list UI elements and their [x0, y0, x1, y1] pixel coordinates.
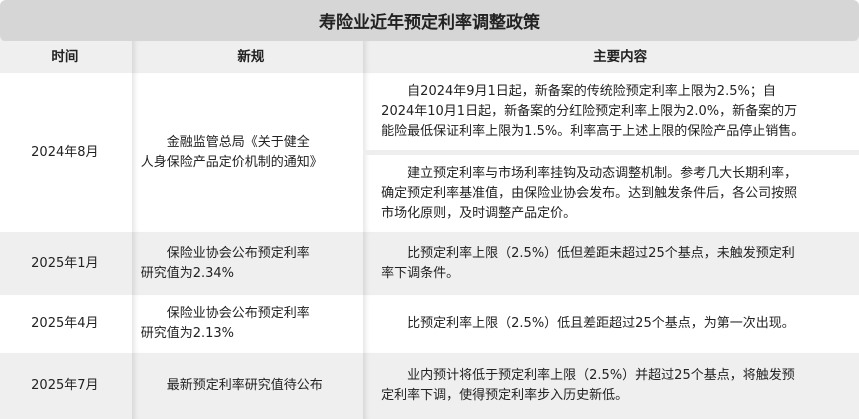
time-cell: 2024年8月 [31, 144, 99, 160]
content-line: 确定预定利率基准值，由保险业协会发布。达到触发条件后，各公司按照 [381, 185, 798, 201]
content-line: 自2024年9月1日起，新备案的传统险预定利率上限为2.5%；自 [407, 83, 776, 99]
content-line: 建立预定利率与市场利率挂钩及动态调整机制。参考几大长期利率， [407, 165, 798, 181]
regulation-line: 研究值为2.34% [140, 265, 234, 281]
divider [363, 150, 859, 155]
content-cell: 比预定利率上限（2.5%）低但差距未超过25个基点，未触发预定利 率下调条件。 [363, 232, 859, 295]
content-line: 2024年10月1日起，新备案的分红险预定利率上限为2.0%，新备案的万 [381, 103, 798, 119]
content-cell: 自2024年9月1日起，新备案的传统险预定利率上限为2.5%；自 2024年10… [363, 73, 859, 232]
regulation-cell: 金融监管总局《关于健全 人身保险产品定价机制的通知》 [132, 73, 361, 232]
content-line: 比预定利率上限（2.5%）低但差距未超过25个基点，未触发预定利 [407, 245, 795, 261]
time-cell: 2025年7月 [31, 378, 99, 393]
table-row: 2025年1月 保险业协会公布预定利率 研究值为2.34% 比预定利率上限（2.… [0, 232, 859, 295]
content-cell: 比预定利率上限（2.5%）低且差距超过25个基点，为第一次出现。 [363, 295, 859, 353]
header-time: 时间 [51, 49, 79, 65]
regulation-line: 人身保险产品定价机制的通知》 [140, 154, 323, 170]
regulation-cell: 最新预定利率研究值待公布 [132, 353, 361, 419]
content-line: 能险最低保证利率上限为1.5%。利率高于上述上限的保险产品停止销售。 [381, 123, 805, 139]
table-header: 时间 新规 主要内容 [0, 41, 859, 73]
content-line: 比预定利率上限（2.5%）低且差距超过25个基点，为第一次出现。 [407, 316, 795, 331]
header-regulation: 新规 [132, 41, 361, 73]
content-paragraph: 自2024年9月1日起，新备案的传统险预定利率上限为2.5%；自 2024年10… [363, 73, 859, 150]
table-row: 2024年8月 金融监管总局《关于健全 人身保险产品定价机制的通知》 自2024… [0, 73, 859, 232]
content-line: 业内预计将低于预定利率上限（2.5%）并超过25个基点，将触发预 [407, 368, 795, 383]
time-cell: 2025年1月 [31, 255, 99, 271]
regulation-line: 最新预定利率研究值待公布 [166, 378, 323, 393]
content-line: 市场化原则，及时调整产品定价。 [381, 205, 577, 221]
content-paragraph: 建立预定利率与市场利率挂钩及动态调整机制。参考几大长期利率， 确定预定利率基准值… [363, 155, 859, 232]
table-row: 2025年7月 最新预定利率研究值待公布 业内预计将低于预定利率上限（2.5%）… [0, 353, 859, 419]
content-cell: 业内预计将低于预定利率上限（2.5%）并超过25个基点，将触发预 定利率下调，使… [363, 353, 859, 419]
table-title: 寿险业近年预定利率调整政策 [0, 0, 859, 41]
time-cell: 2025年4月 [31, 316, 99, 331]
content-line: 率下调条件。 [381, 265, 460, 281]
regulation-cell: 保险业协会公布预定利率 研究值为2.13% [132, 295, 361, 353]
content-line: 定利率下调，使得预定利率步入历史新低。 [381, 388, 629, 403]
header-content: 主要内容 [363, 41, 859, 73]
regulation-line: 研究值为2.13% [140, 326, 234, 341]
regulation-line: 金融监管总局《关于健全 [166, 134, 310, 150]
table-row: 2025年4月 保险业协会公布预定利率 研究值为2.13% 比预定利率上限（2.… [0, 295, 859, 353]
regulation-line: 保险业协会公布预定利率 [166, 245, 310, 261]
regulation-line: 保险业协会公布预定利率 [166, 306, 310, 321]
regulation-cell: 保险业协会公布预定利率 研究值为2.34% [132, 232, 361, 295]
